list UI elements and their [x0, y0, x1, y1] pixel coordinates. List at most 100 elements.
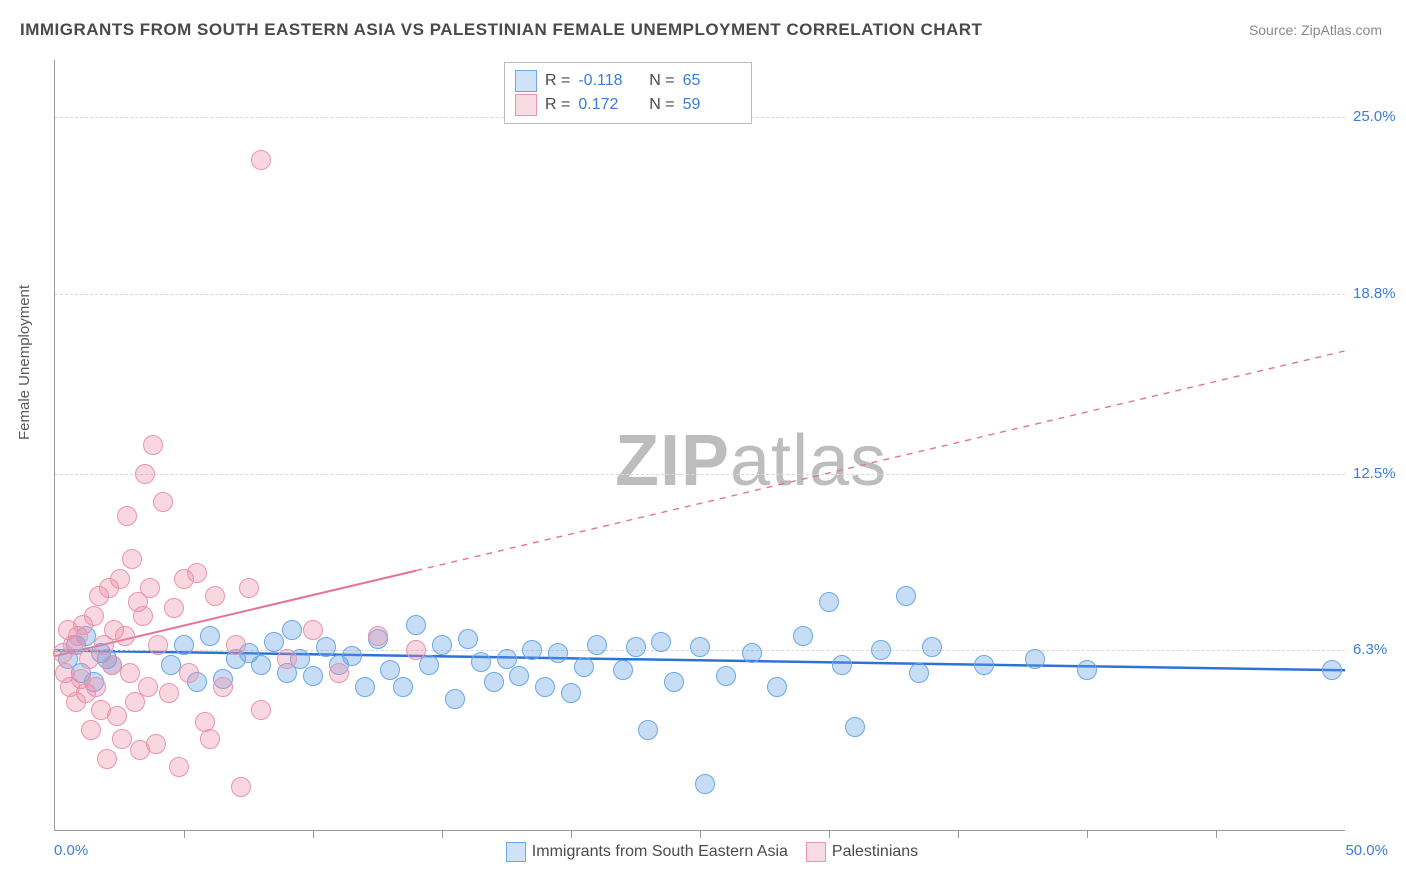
data-point [112, 729, 132, 749]
data-point [922, 637, 942, 657]
plot-region: ZIPatlas 6.3%12.5%18.8%25.0% [54, 60, 1345, 831]
data-point [664, 672, 684, 692]
legend-n-label: N = [640, 69, 674, 93]
data-point [574, 657, 594, 677]
data-point [695, 774, 715, 794]
trend-line-dashed [416, 351, 1345, 571]
legend-r-value: 0.172 [578, 93, 632, 117]
data-point [122, 549, 142, 569]
data-point [690, 637, 710, 657]
data-point [368, 626, 388, 646]
legend-r-label: R = [545, 93, 570, 117]
data-point [535, 677, 555, 697]
legend-n-label: N = [640, 93, 674, 117]
data-point [115, 626, 135, 646]
y-tick-label: 18.8% [1353, 285, 1396, 302]
data-point [110, 569, 130, 589]
y-tick-label: 6.3% [1353, 641, 1387, 658]
data-point [153, 492, 173, 512]
data-point [133, 606, 153, 626]
source-attribution: Source: ZipAtlas.com [1249, 22, 1382, 38]
data-point [484, 672, 504, 692]
data-point [174, 635, 194, 655]
correlation-legend: R =-0.118 N =65R =0.172 N =59 [504, 62, 752, 124]
data-point [845, 717, 865, 737]
x-tick [700, 830, 701, 838]
data-point [159, 683, 179, 703]
data-point [140, 578, 160, 598]
data-point [767, 677, 787, 697]
data-point [213, 677, 233, 697]
legend-swatch [506, 842, 526, 862]
data-point [179, 663, 199, 683]
watermark-atlas: atlas [730, 421, 887, 501]
data-point [84, 606, 104, 626]
data-point [187, 563, 207, 583]
chart-area: ZIPatlas 6.3%12.5%18.8%25.0% R =-0.118 N… [54, 60, 1344, 830]
data-point [613, 660, 633, 680]
x-tick [1087, 830, 1088, 838]
data-point [303, 666, 323, 686]
x-tick [829, 830, 830, 838]
data-point [497, 649, 517, 669]
data-point [1025, 649, 1045, 669]
data-point [117, 506, 137, 526]
data-point [81, 720, 101, 740]
data-point [231, 777, 251, 797]
data-point [264, 632, 284, 652]
data-point [1322, 660, 1342, 680]
legend-swatch [515, 94, 537, 116]
data-point [107, 706, 127, 726]
legend-swatch [515, 70, 537, 92]
data-point [355, 677, 375, 697]
data-point [522, 640, 542, 660]
data-point [432, 635, 452, 655]
data-point [146, 734, 166, 754]
data-point [509, 666, 529, 686]
legend-row: R = 0.172 N = 59 [515, 93, 737, 117]
data-point [458, 629, 478, 649]
watermark: ZIPatlas [615, 420, 887, 502]
data-point [832, 655, 852, 675]
legend-label: Immigrants from South Eastern Asia [532, 843, 788, 860]
data-point [548, 643, 568, 663]
x-tick [184, 830, 185, 838]
data-point [561, 683, 581, 703]
data-point [471, 652, 491, 672]
data-point [148, 635, 168, 655]
data-point [1077, 660, 1097, 680]
x-tick [958, 830, 959, 838]
chart-title: IMMIGRANTS FROM SOUTH EASTERN ASIA VS PA… [20, 20, 982, 40]
data-point [871, 640, 891, 660]
data-point [79, 649, 99, 669]
data-point [226, 635, 246, 655]
data-point [638, 720, 658, 740]
data-point [896, 586, 916, 606]
data-point [445, 689, 465, 709]
series-legend: Immigrants from South Eastern AsiaPalest… [0, 842, 1406, 862]
legend-n-value: 59 [683, 93, 737, 117]
data-point [251, 700, 271, 720]
y-axis-label: Female Unemployment [16, 285, 33, 440]
data-point [161, 655, 181, 675]
data-point [380, 660, 400, 680]
data-point [587, 635, 607, 655]
y-tick-label: 25.0% [1353, 108, 1396, 125]
legend-swatch [806, 842, 826, 862]
data-point [303, 620, 323, 640]
data-point [251, 655, 271, 675]
data-point [329, 663, 349, 683]
data-point [97, 749, 117, 769]
x-tick [571, 830, 572, 838]
data-point [282, 620, 302, 640]
data-point [120, 663, 140, 683]
data-point [316, 637, 336, 657]
data-point [342, 646, 362, 666]
x-tick [442, 830, 443, 838]
data-point [651, 632, 671, 652]
data-point [164, 598, 184, 618]
data-point [393, 677, 413, 697]
data-point [205, 586, 225, 606]
legend-r-label: R = [545, 69, 570, 93]
data-point [200, 626, 220, 646]
